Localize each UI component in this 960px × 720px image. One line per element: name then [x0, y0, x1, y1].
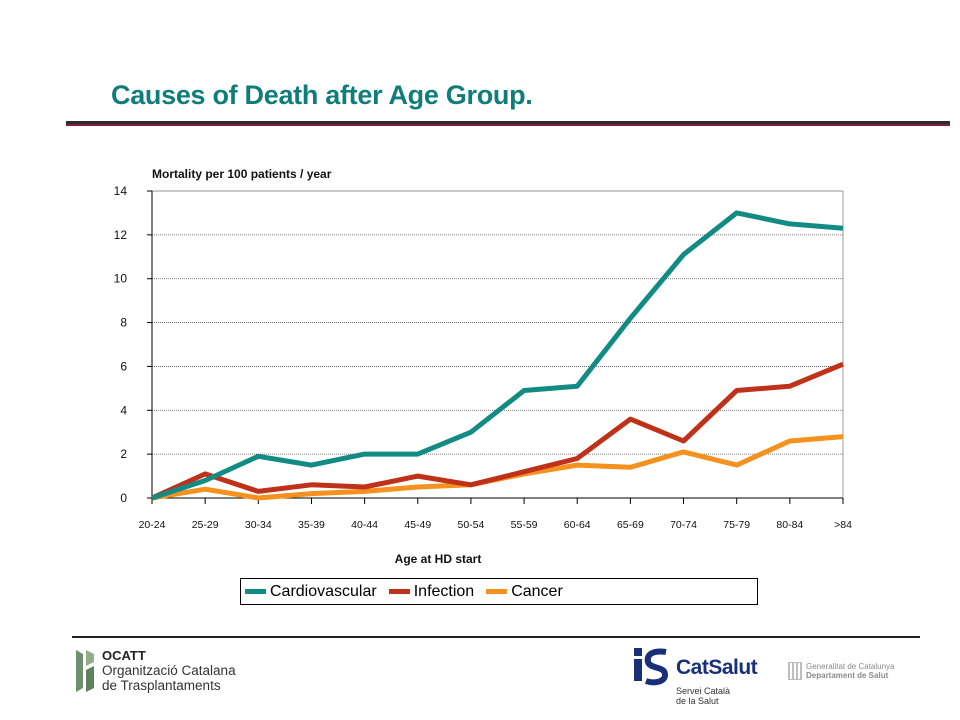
x-tick-label: 70-74	[670, 519, 697, 531]
x-tick-labels: 20-24 25-29 30-34 35-39 40-44 45-49 50-54 55-59…	[139, 519, 852, 531]
legend-label: Cancer	[511, 582, 563, 600]
generalitat-line2: Departament de Salut	[806, 671, 889, 680]
catsalut-sub-line1: Servei Català	[676, 686, 731, 696]
generalitat-logo-icon	[788, 662, 802, 680]
generalitat-line1: Generalitat de Catalunya	[806, 662, 895, 671]
y-tick-label: 0	[120, 491, 127, 505]
y-tick-label: 6	[120, 359, 127, 373]
x-tick-label: 35-39	[298, 519, 325, 531]
x-tick-label: 45-49	[404, 519, 431, 531]
legend-item: Cardiovascular	[245, 583, 377, 601]
y-axis-title: Mortality per 100 patients / year	[152, 167, 332, 181]
x-tick-label: 50-54	[457, 519, 484, 531]
ocatt-abbreviation: OCATT	[102, 648, 146, 663]
series-lines	[150, 210, 844, 501]
title-underline	[66, 121, 950, 124]
catsalut-sub-line2: de la Salut	[676, 696, 719, 706]
legend-label: Cardiovascular	[270, 582, 377, 600]
y-tick-labels: 0 2 4 6 8 10 12 14	[114, 184, 128, 505]
x-axis-title: Age at HD start	[395, 552, 482, 566]
series-line-cardiovascular	[151, 210, 844, 501]
x-tick-label: 75-79	[723, 519, 750, 531]
x-tick-label: 25-29	[192, 519, 219, 531]
generalitat-text: Generalitat de Catalunya Departament de …	[806, 662, 895, 680]
y-tick-label: 4	[120, 403, 127, 417]
series-line-infection	[150, 361, 844, 501]
chart-legend: Cardiovascular Infection Cancer	[240, 578, 758, 605]
legend-item: Infection	[388, 582, 475, 601]
gridlines	[152, 190, 843, 455]
y-tick-label: 8	[120, 316, 127, 330]
ocatt-logo-icon	[76, 650, 94, 692]
legend-swatch	[388, 589, 410, 594]
x-tick-label: 30-34	[245, 519, 272, 531]
x-tick-label: 80-84	[776, 519, 803, 531]
title-underline-accent	[66, 124, 950, 126]
ocatt-wordmark: OCATT Organització Catalana de Trasplant…	[102, 648, 236, 693]
legend-swatch	[486, 589, 508, 594]
catsalut-wordmark: CatSalut	[676, 656, 758, 679]
x-tick-label: 65-69	[617, 519, 644, 531]
ocatt-name-line1: Organització Catalana	[102, 663, 236, 678]
y-tick-label: 14	[114, 184, 128, 198]
y-tick-label: 10	[114, 272, 128, 286]
legend-label: Infection	[413, 582, 475, 600]
x-tick-label: 55-59	[511, 519, 538, 531]
catsalut-logo-icon	[634, 648, 668, 686]
x-tick-label: 60-64	[564, 519, 591, 531]
x-tick-label: 20-24	[139, 519, 166, 531]
footer-divider	[72, 636, 920, 638]
y-tick-label: 12	[114, 228, 128, 242]
slide-title: Causes of Death after Age Group.	[111, 80, 533, 110]
catsalut-subtitle: Servei Català de la Salut	[676, 686, 730, 706]
legend-swatch	[245, 589, 266, 594]
ocatt-name-line2: de Trasplantaments	[102, 678, 221, 693]
y-tick-label: 2	[120, 447, 127, 461]
legend-item: Cancer	[486, 583, 563, 601]
x-tick-label: 40-44	[351, 519, 378, 531]
x-tick-label: >84	[834, 519, 852, 531]
